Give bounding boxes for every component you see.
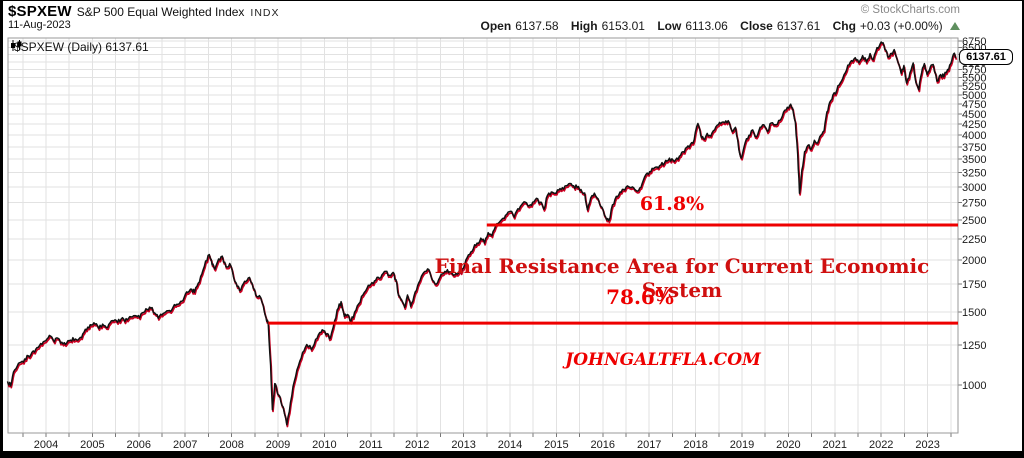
close-label: Close [740, 19, 773, 33]
svg-text:2013: 2013 [451, 439, 475, 451]
open-label: Open [480, 19, 512, 33]
svg-text:2017: 2017 [637, 439, 661, 451]
svg-text:2014: 2014 [498, 439, 522, 451]
svg-text:1750: 1750 [962, 279, 986, 291]
open-value: 6137.58 [515, 19, 559, 33]
svg-text:2005: 2005 [80, 439, 104, 451]
svg-text:3750: 3750 [962, 142, 986, 154]
svg-text:4250: 4250 [962, 119, 986, 131]
svg-text:1500: 1500 [962, 307, 986, 319]
high-label: High [570, 19, 598, 33]
low-value: 6113.06 [685, 19, 728, 33]
svg-text:2021: 2021 [823, 439, 847, 451]
low-label: Low [657, 19, 682, 33]
svg-text:2023: 2023 [915, 439, 939, 451]
svg-text:2500: 2500 [962, 215, 986, 227]
legend-text: $SPXEW (Daily) 6137.61 [14, 40, 149, 54]
svg-text:2007: 2007 [173, 439, 197, 451]
price-chart-svg: 2004 2005 2006 2007 2008 2009 2010 2011 2012 2013… [6, 36, 986, 451]
svg-text:2022: 2022 [869, 439, 893, 451]
svg-text:5750: 5750 [962, 65, 986, 77]
chart-legend: $SPXEW (Daily) 6137.61 [10, 40, 149, 54]
svg-text:4000: 4000 [962, 130, 986, 142]
svg-text:2011: 2011 [359, 439, 383, 451]
svg-text:2012: 2012 [405, 439, 429, 451]
svg-text:3500: 3500 [962, 154, 986, 166]
high-value: 6153.01 [601, 19, 645, 33]
chg-label: Chg [832, 19, 856, 33]
svg-text:6750: 6750 [962, 36, 986, 48]
svg-text:3000: 3000 [962, 182, 986, 194]
svg-text:4750: 4750 [962, 99, 986, 111]
ohlc-quote-row: Open 6137.58 High 6153.01 Low 6113.06 Close… [481, 19, 960, 33]
svg-text:1000: 1000 [962, 380, 986, 392]
change-up-triangle-icon [950, 22, 960, 30]
fib-618-label: 61.8% [639, 193, 705, 215]
svg-text:2020: 2020 [776, 439, 800, 451]
ticker-symbol: $SPXEW [8, 3, 72, 20]
svg-text:2009: 2009 [266, 439, 290, 451]
svg-text:3250: 3250 [962, 168, 986, 180]
svg-text:2019: 2019 [730, 439, 754, 451]
svg-text:2000: 2000 [962, 255, 986, 267]
header-title-row: $SPXEW S&P 500 Equal Weighted Index INDX [8, 3, 280, 20]
svg-text:2004: 2004 [34, 439, 58, 451]
chart-date: 11-Aug-2023 [8, 19, 71, 31]
stockcharts-copyright-link[interactable]: © StockCharts.com [860, 4, 960, 16]
close-value: 6137.61 [776, 19, 821, 33]
watermark-text: JOHNGALTFLA.COM [565, 350, 761, 370]
index-name: S&P 500 Equal Weighted Index [76, 5, 245, 19]
svg-text:2750: 2750 [962, 198, 986, 210]
svg-text:2006: 2006 [127, 439, 151, 451]
fib-786-label: 78.6% [606, 285, 674, 309]
svg-text:2018: 2018 [683, 439, 707, 451]
svg-text:5250: 5250 [962, 81, 986, 93]
svg-text:5000: 5000 [962, 90, 986, 102]
svg-text:2008: 2008 [219, 439, 243, 451]
chart-page: $SPXEW S&P 500 Equal Weighted Index INDX ©… [3, 1, 1022, 451]
chg-value: +0.03 (+0.00%) [859, 19, 943, 33]
resistance-annotation: Final Resistance Area for Current Econom… [434, 254, 930, 302]
exchange-label: INDX [250, 7, 280, 19]
svg-text:2010: 2010 [312, 439, 336, 451]
svg-text:2015: 2015 [544, 439, 568, 451]
last-price-tag: 6137.61 [959, 49, 1013, 65]
svg-text:4500: 4500 [962, 109, 986, 121]
svg-text:1250: 1250 [962, 340, 986, 352]
svg-text:2250: 2250 [962, 234, 986, 246]
svg-text:5500: 5500 [962, 73, 986, 85]
svg-text:2016: 2016 [591, 439, 615, 451]
